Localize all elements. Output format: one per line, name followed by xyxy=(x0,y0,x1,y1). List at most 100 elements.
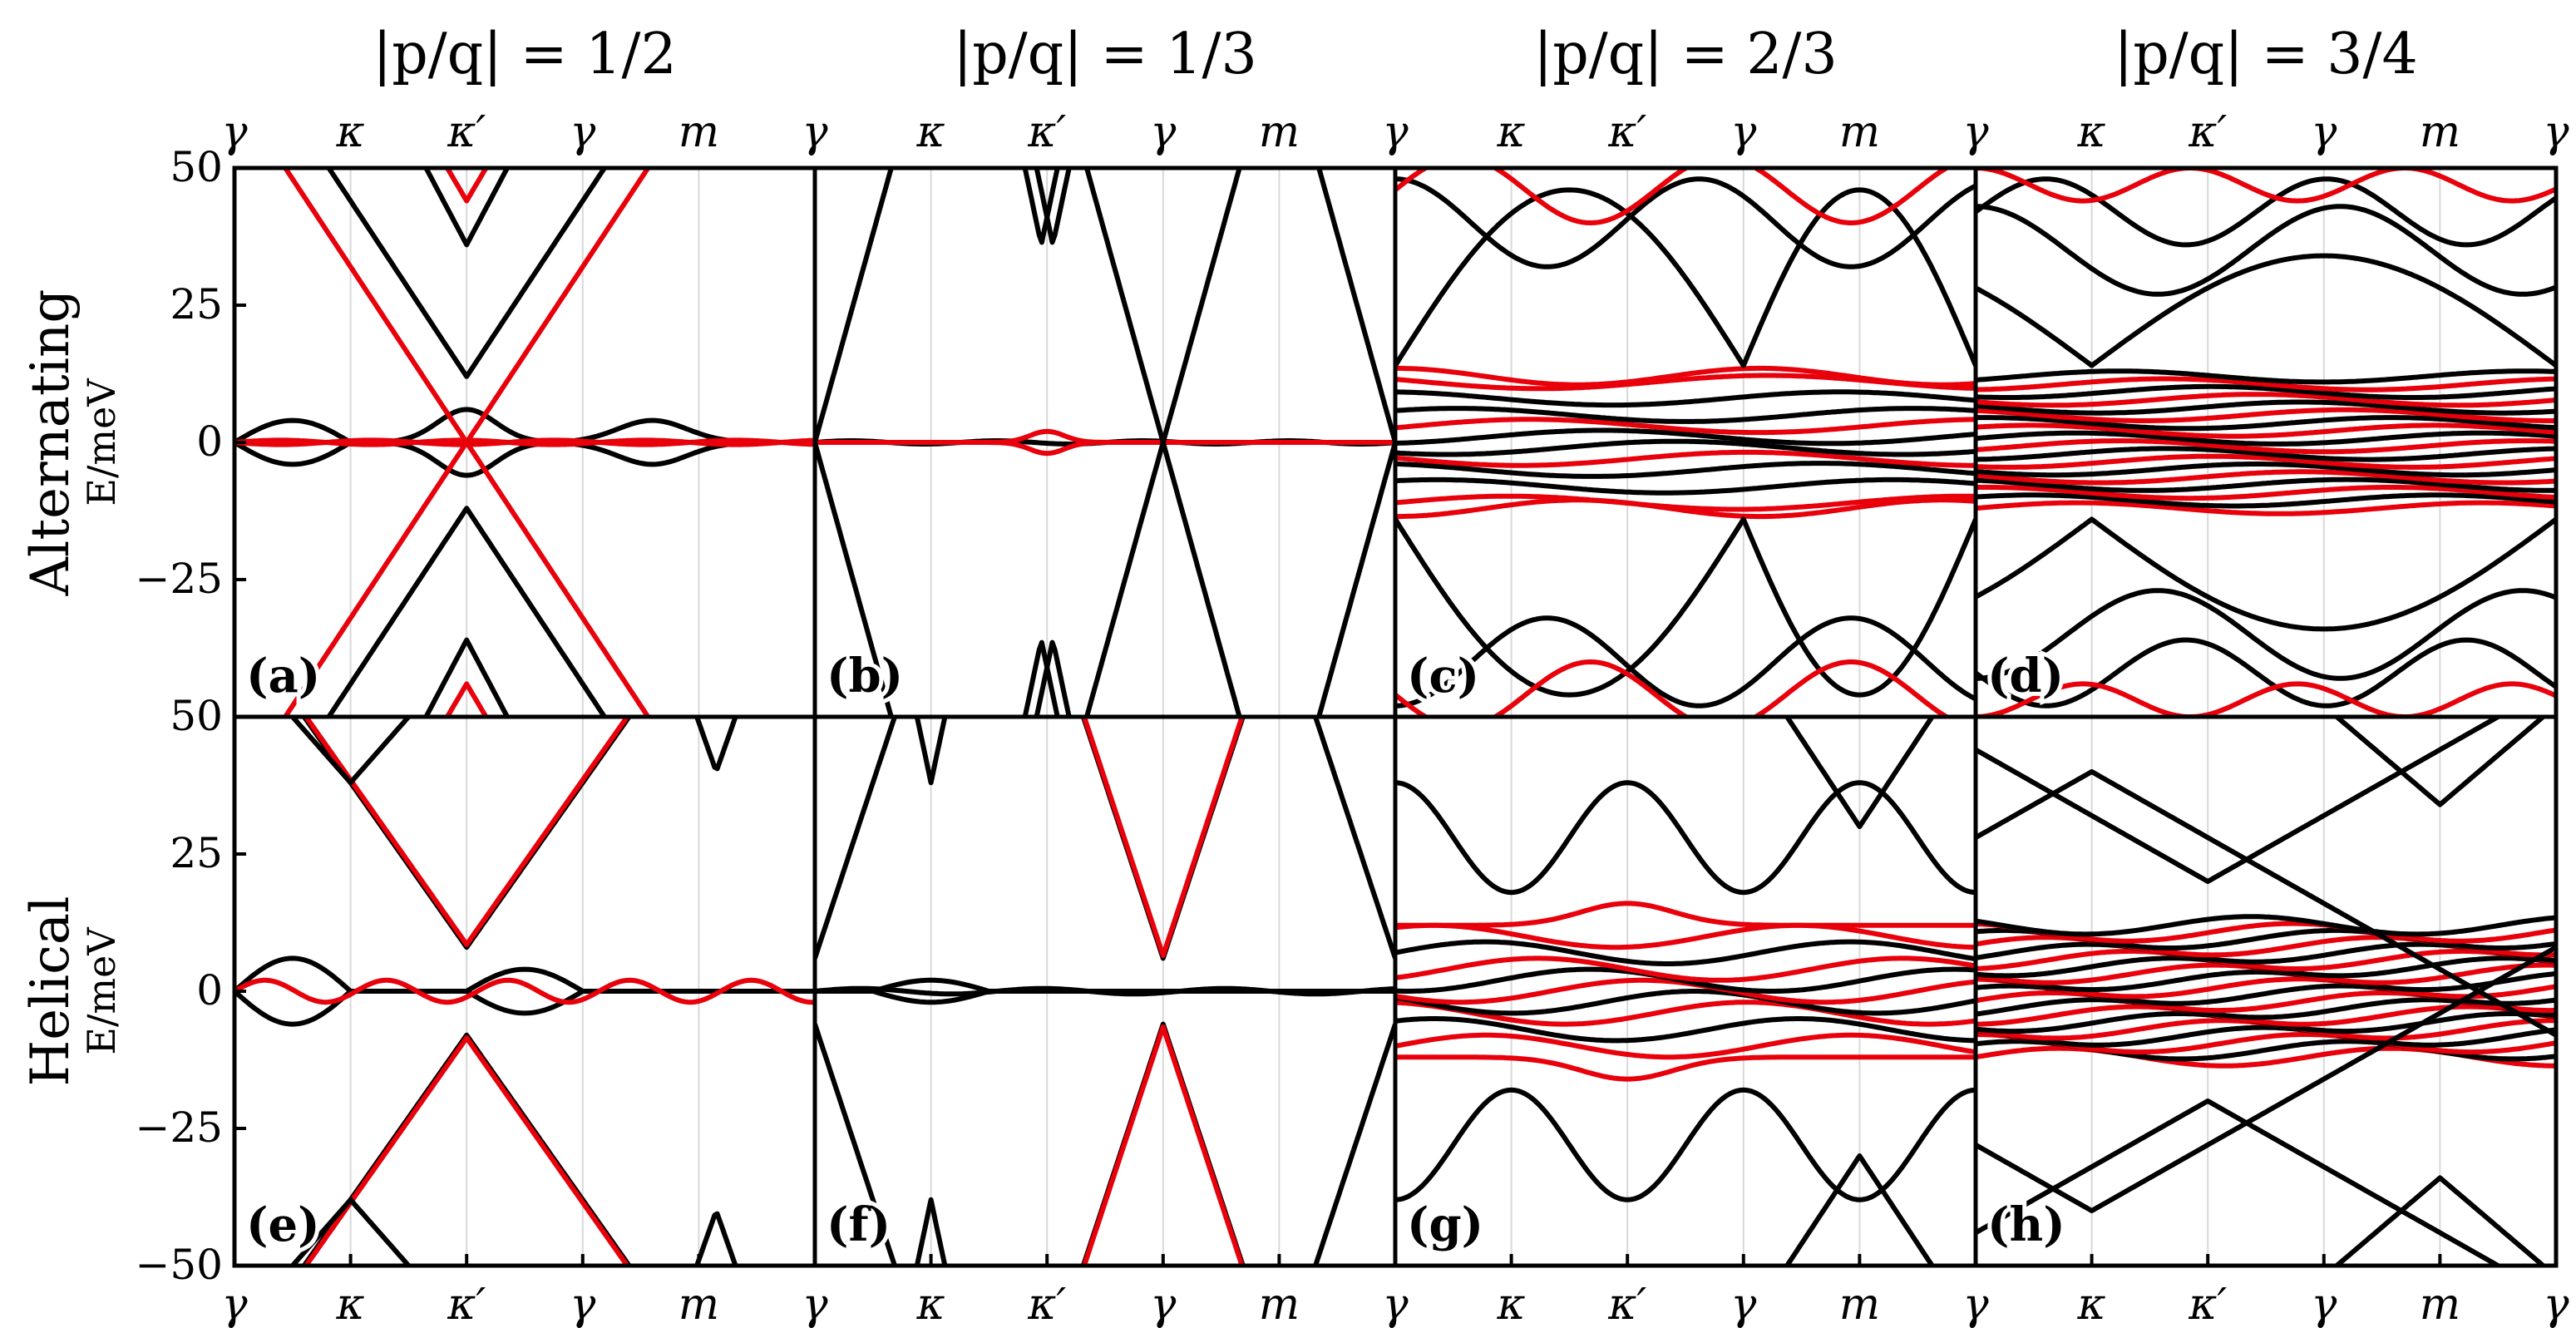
band-line-red xyxy=(1976,500,2556,516)
band-line-black xyxy=(693,1211,738,1266)
band-line-black xyxy=(1395,406,1976,424)
band-line-black xyxy=(1395,1016,1976,1044)
band-line-black xyxy=(1976,476,2556,493)
band-line-black xyxy=(1395,939,1976,966)
x-tick-label-bottom: γ xyxy=(2543,1280,2569,1328)
band-line-black xyxy=(1034,168,1072,245)
band-line-red xyxy=(1395,449,1976,468)
y-tick-label: 50 xyxy=(170,692,223,740)
band-line-red xyxy=(1395,417,1976,436)
band-line-red xyxy=(303,717,630,947)
band-line-red xyxy=(1976,422,2556,439)
band-line-black xyxy=(1976,399,2556,416)
band-line-black xyxy=(1976,717,2504,884)
panel-g: (g) xyxy=(1393,714,1978,1268)
band-line-red xyxy=(815,440,1395,457)
panels: (a) (b) (c) (d) (e) (f) (g) (h) xyxy=(232,165,2559,1268)
band-line-black xyxy=(1395,1087,1976,1202)
band-line-red xyxy=(444,681,489,717)
band-line-red xyxy=(1976,469,2556,486)
column-title-3: |p/q| = 2/3 xyxy=(1533,22,1837,87)
x-tick-label-bottom: κ xyxy=(2077,1280,2106,1328)
band-line-red xyxy=(1395,497,1976,520)
x-tick-label-bottom: γ xyxy=(570,1280,596,1328)
band-line-black xyxy=(815,1023,898,1266)
band-line-black xyxy=(1395,966,1976,994)
band-line-black xyxy=(1083,440,1242,717)
panel-label: (a) xyxy=(246,649,320,703)
row-label-helical: Helical xyxy=(20,896,81,1086)
bands xyxy=(234,717,815,1266)
band-line-black xyxy=(815,168,894,443)
x-tick-label-bottom: m xyxy=(1259,1280,1300,1328)
column-title-2: |p/q| = 1/3 xyxy=(953,22,1256,87)
band-line-red xyxy=(1976,407,2556,423)
x-tick-label-bottom: κ xyxy=(336,1280,365,1328)
band-line-red xyxy=(282,440,651,717)
x-tick-label-top: κ′ xyxy=(447,107,486,157)
y-axis-label-row-1: E/meV xyxy=(79,378,124,506)
x-tick-label-top: κ xyxy=(336,107,365,157)
x-tick-label-top: γ xyxy=(221,107,248,157)
band-line-red xyxy=(1976,376,2556,392)
band-line-red xyxy=(1976,948,2556,971)
band-line-black xyxy=(1395,989,1976,1016)
band-line-black xyxy=(1395,438,1976,457)
panel-frame xyxy=(1973,714,2559,1268)
x-tick-label-bottom: γ xyxy=(2311,1280,2337,1328)
band-line-red xyxy=(1976,681,2556,717)
band-line-black xyxy=(1784,717,1936,829)
x-tick-label-bottom: κ′ xyxy=(447,1280,486,1328)
x-tick-label-top: m xyxy=(1259,107,1300,157)
x-tick-label-bottom: m xyxy=(2420,1280,2460,1328)
band-line-black xyxy=(325,506,608,717)
band-line-red xyxy=(1976,392,2556,408)
band-line-black xyxy=(301,717,633,950)
band-line-black xyxy=(1395,461,1976,479)
y-tick-label: 25 xyxy=(170,280,223,328)
band-line-black xyxy=(2332,1175,2548,1266)
band-line-black xyxy=(1080,1021,1246,1266)
band-line-black xyxy=(1976,176,2556,248)
band-line-black xyxy=(1976,253,2556,368)
column-titles: |p/q| = 1/2 |p/q| = 1/3 |p/q| = 2/3 |p/q| =… xyxy=(373,22,2417,87)
band-line-red xyxy=(234,977,815,1005)
band-line-black xyxy=(1976,204,2556,297)
band-line-black xyxy=(1976,462,2556,478)
band-line-black xyxy=(1395,615,1976,708)
band-line-black xyxy=(325,168,608,379)
band-line-black xyxy=(1976,368,2556,385)
band-line-black xyxy=(234,440,815,478)
x-tick-label-bottom: κ xyxy=(916,1280,945,1328)
x-tick-label-bottom: γ xyxy=(1150,1280,1177,1328)
band-line-black xyxy=(1022,168,1060,245)
x-tick-label-top: m xyxy=(2420,107,2460,157)
x-tick-label-bottom: γ xyxy=(1730,1280,1757,1328)
panel-h: (h) xyxy=(1973,714,2559,1268)
band-line-black xyxy=(815,442,894,717)
band-line-black xyxy=(1976,769,2556,1038)
x-tick-label-bottom: m xyxy=(679,1280,719,1328)
panel-label: (g) xyxy=(1407,1197,1483,1252)
band-line-black xyxy=(1976,969,2556,993)
x-tick-label-bottom: κ′ xyxy=(1607,1280,1646,1328)
band-line-black xyxy=(1976,492,2556,509)
band-line-red xyxy=(1395,922,1976,950)
y-axis-label-row-2: E/meV xyxy=(79,927,124,1055)
x-tick-label-bottom: κ′ xyxy=(2188,1280,2227,1328)
band-line-red xyxy=(1395,493,1976,512)
panel-c: (c) xyxy=(1393,165,1978,719)
band-line-black xyxy=(1976,945,2556,1213)
column-title-1: |p/q| = 1/2 xyxy=(373,22,676,87)
band-line-black xyxy=(1395,389,1976,408)
x-tick-label-top: γ xyxy=(1730,107,1757,157)
bands xyxy=(1395,717,1976,1266)
band-line-black xyxy=(1976,588,2556,681)
band-line-black xyxy=(1395,427,1976,447)
panel-label: (b) xyxy=(827,649,903,703)
bands xyxy=(234,168,815,717)
band-line-black xyxy=(815,717,898,960)
band-line-black xyxy=(1316,168,1395,443)
band-line-red xyxy=(1976,921,2556,944)
